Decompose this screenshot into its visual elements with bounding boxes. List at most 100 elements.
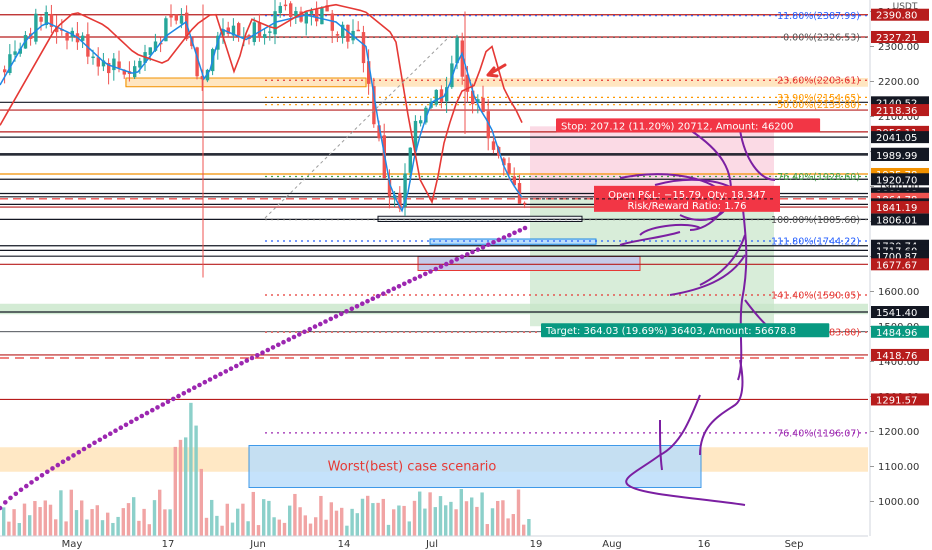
projection-path [639, 223, 701, 236]
curve-dot [396, 284, 402, 289]
price-tag: 1806.01 [871, 213, 929, 226]
volume-bar [371, 503, 375, 536]
volume-bar [147, 524, 151, 536]
volume-bar [480, 492, 484, 536]
time-tick: 16 [698, 539, 711, 550]
price-tick: 2200.00 [878, 77, 919, 88]
price-tick: 2300.00 [878, 42, 919, 53]
price-tick: 1400.00 [878, 357, 919, 368]
candle-body [91, 56, 95, 59]
volume-bar [199, 468, 203, 536]
moving-averages [0, 3, 523, 213]
volume-bar [496, 500, 500, 536]
curve-dot [375, 293, 381, 299]
volume-bar [288, 505, 292, 536]
curve-dot [433, 266, 439, 272]
volume-bar [111, 522, 115, 536]
resistance-zone-orange [125, 78, 868, 87]
price-tag: 1484.96 [871, 325, 929, 339]
candle-body [372, 86, 376, 125]
price-tag-bg [871, 8, 929, 21]
curve-dot [370, 296, 376, 302]
curve-dot [391, 286, 397, 292]
curve-dot [129, 419, 134, 425]
candle-body [419, 120, 423, 124]
candle-body [86, 34, 90, 57]
time-axis-bg [0, 536, 932, 550]
curve-dot [202, 379, 208, 385]
candle-body [195, 47, 199, 77]
curve-dot [18, 487, 24, 493]
curve-dot [76, 449, 82, 455]
candle-body [507, 163, 511, 174]
fib-label: 141.40%(1590.05) [771, 290, 860, 301]
volume-bar [340, 507, 344, 536]
volume-bar [189, 402, 193, 536]
candle-body [153, 41, 158, 51]
time-tick: 19 [530, 539, 543, 550]
volume-bar [386, 524, 391, 536]
volume-bar [43, 500, 47, 536]
curve-dot [297, 332, 302, 337]
curve-dot [260, 350, 265, 356]
curve-dot [102, 434, 108, 440]
volume-bar [194, 425, 198, 536]
pnl-text: Open P&L: −15.79, Qty: 18.347 [608, 190, 766, 201]
volume-bar [184, 437, 188, 536]
price-tag-text: 2390.80 [876, 11, 917, 22]
curve-dot [8, 495, 13, 501]
volume-bar [100, 520, 105, 536]
candle-body [512, 176, 516, 186]
volume-bar [272, 517, 276, 536]
volume-bar [402, 505, 406, 536]
volume-bar [2, 507, 6, 536]
candle-body [242, 36, 246, 39]
price-tag-text: 2118.36 [876, 106, 917, 117]
volume-bar [522, 524, 526, 536]
curve-dot [239, 361, 244, 366]
candle-body [278, 5, 282, 14]
curve-dot [438, 264, 444, 269]
fib-label: 76.40%(1928.60) [777, 172, 860, 183]
candle-body [304, 12, 308, 24]
curve-dot [97, 437, 103, 443]
price-tick: 1600.00 [878, 287, 919, 298]
curve-dot [333, 314, 339, 319]
candle-body [330, 13, 334, 31]
candle-body [133, 66, 137, 78]
time-tick: Sep [785, 539, 804, 550]
volume-bar [158, 489, 162, 536]
price-tag-text: 2140.52 [876, 98, 917, 109]
volume-bar [95, 505, 99, 536]
curve-dot [207, 377, 213, 382]
candle-body [341, 24, 345, 38]
curve-dot [386, 288, 391, 294]
volume-bar [282, 522, 287, 536]
price-tag-text: 1677.67 [876, 260, 917, 271]
curve-dot [150, 407, 155, 413]
curve-dot [449, 259, 454, 265]
candle-body [455, 37, 459, 64]
target-label: Target: 364.03 (19.69%) 36403, Amount: 5… [541, 323, 830, 338]
price-tag: 1291.57 [871, 393, 929, 406]
curve-dot [34, 476, 40, 482]
curve-dot [24, 483, 29, 489]
volume-bar [438, 496, 443, 536]
volume-bar [163, 509, 167, 536]
volume-bar [366, 495, 370, 536]
volume-bar [173, 446, 177, 536]
curve-dot [123, 422, 129, 428]
candle-body [346, 24, 350, 42]
price-tag-bg [871, 149, 929, 162]
curve-dot [66, 456, 71, 461]
volume-bar [106, 512, 110, 536]
volume-bar [464, 501, 469, 536]
curve-dot [286, 337, 292, 342]
fib-label: 0.00%(2326.53) [783, 33, 860, 44]
volume-bar [251, 491, 255, 536]
fib-label: 50.00%(2133.80) [777, 100, 860, 111]
candle-body [39, 17, 43, 22]
volume-bar [516, 489, 521, 536]
curve-dot [55, 462, 61, 468]
